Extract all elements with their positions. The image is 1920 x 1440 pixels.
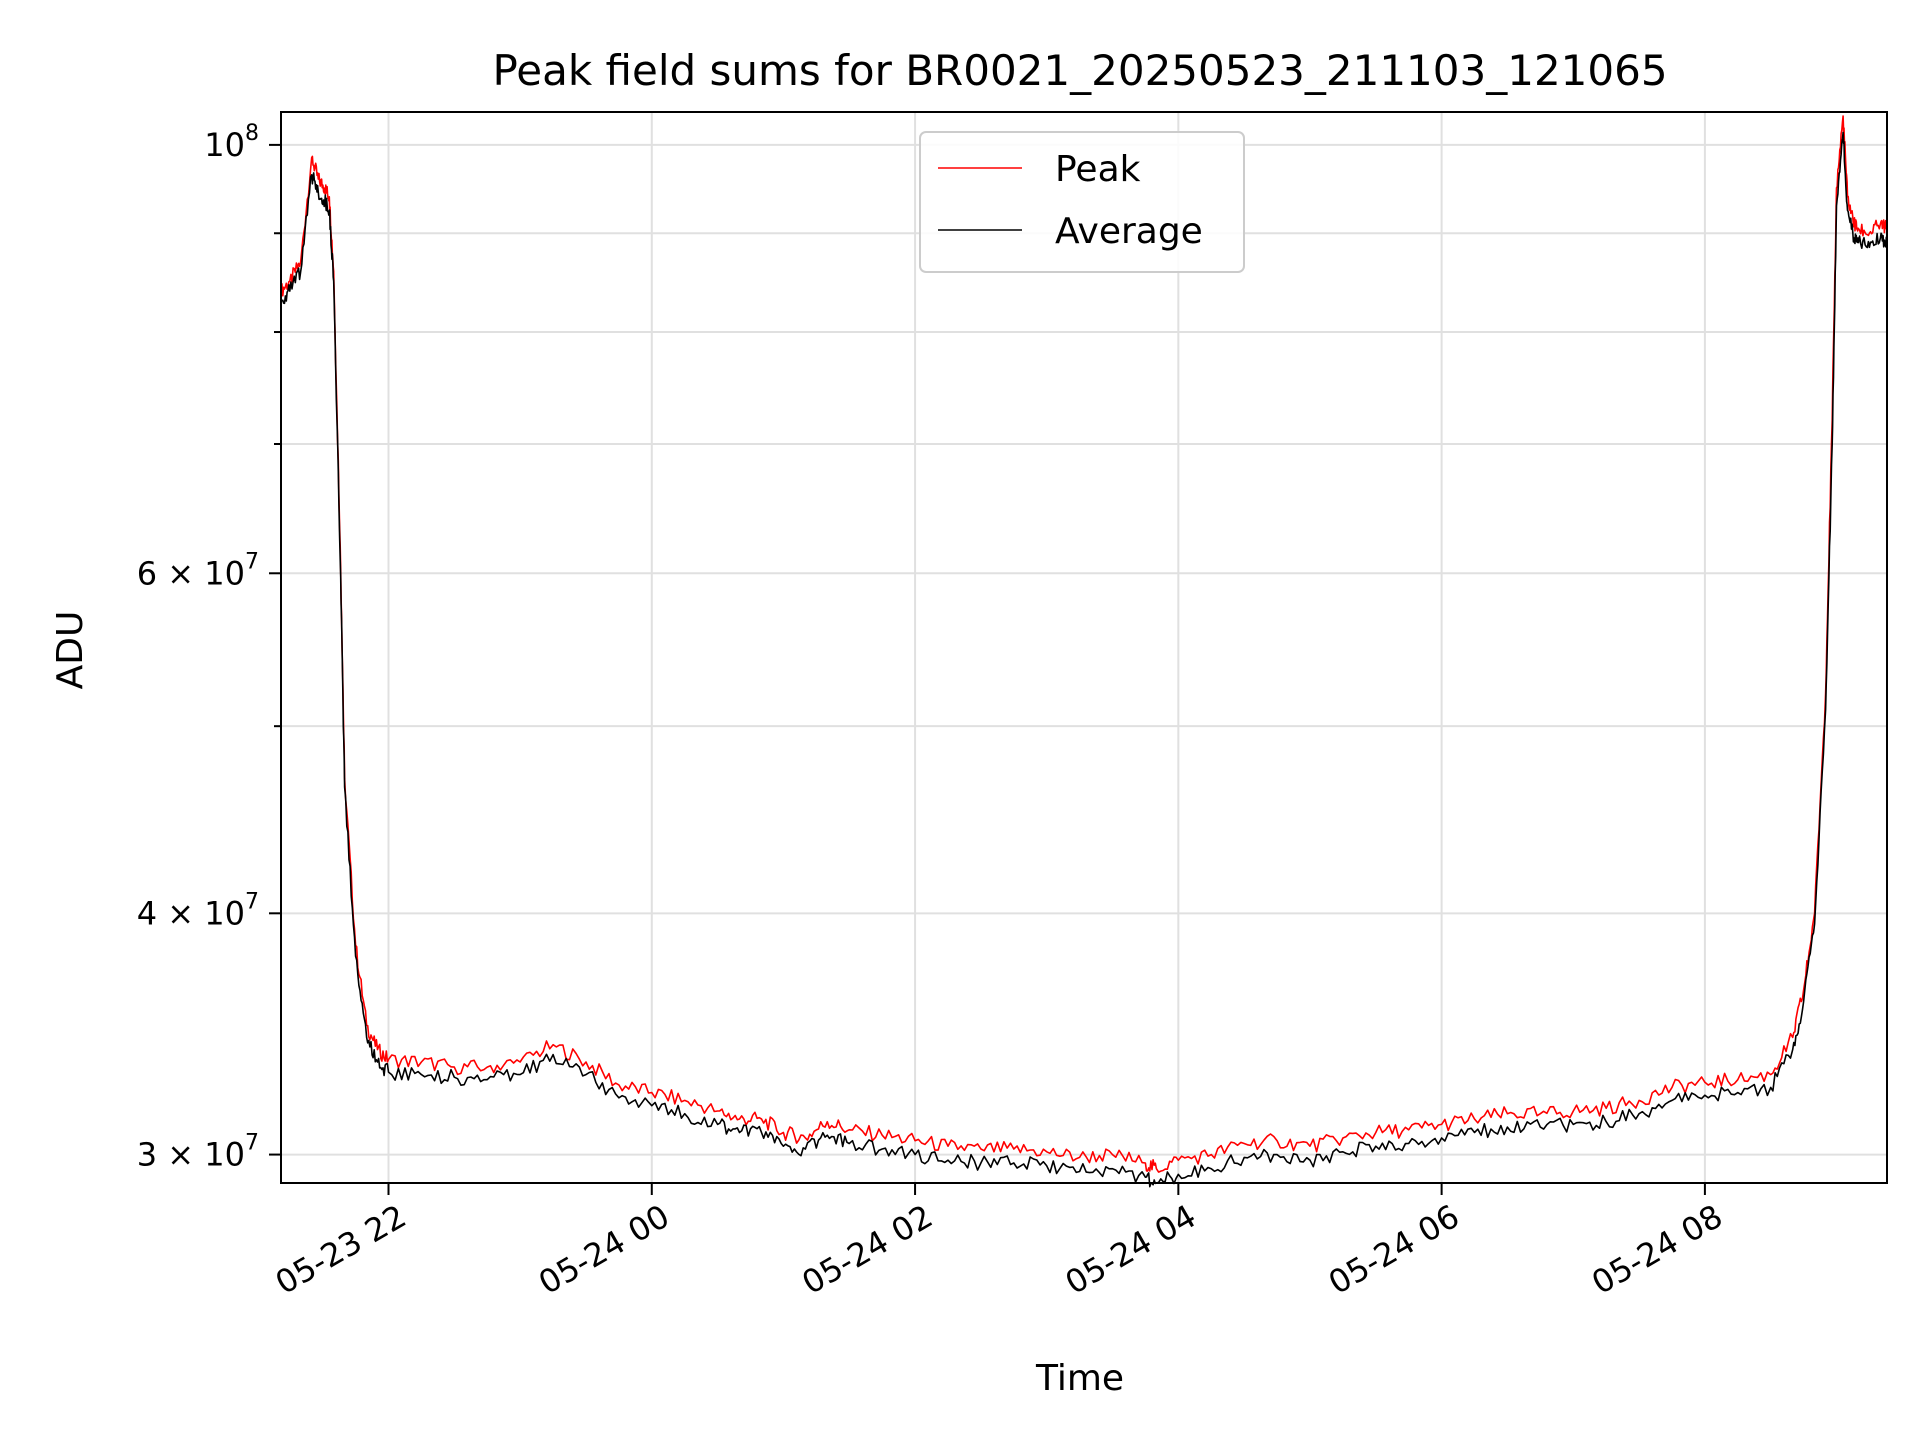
plot-lines xyxy=(280,115,1888,1188)
series-line-average xyxy=(280,131,1888,1188)
legend-box xyxy=(919,131,1245,273)
x-axis-label: Time xyxy=(1035,1358,1124,1399)
y-axis-label: ADU xyxy=(50,611,91,690)
legend: Peak Average xyxy=(919,131,1245,273)
y-tick-label: 6 × 107 xyxy=(137,549,259,592)
legend-label-average: Average xyxy=(1055,211,1203,252)
plot-frame xyxy=(280,111,1888,1184)
y-tick-label: 3 × 107 xyxy=(137,1131,259,1174)
y-tick-label: 4 × 107 xyxy=(137,889,259,932)
series-line-peak xyxy=(280,115,1888,1173)
chart-title: Peak field sums for BR0021_20250523_2111… xyxy=(492,46,1667,95)
y-tick-label: 108 xyxy=(204,121,259,164)
grid xyxy=(281,112,1887,1183)
legend-label-peak: Peak xyxy=(1055,149,1141,190)
